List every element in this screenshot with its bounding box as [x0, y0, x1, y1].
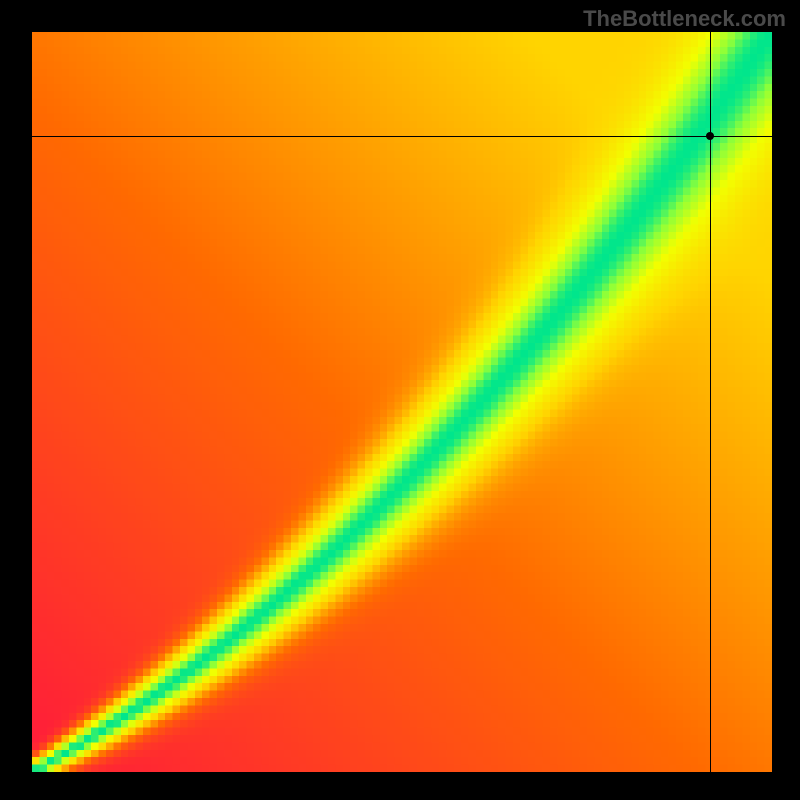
- watermark-text: TheBottleneck.com: [583, 6, 786, 32]
- plot-area: [32, 32, 772, 772]
- crosshair-horizontal: [32, 136, 772, 137]
- marker-dot: [706, 132, 714, 140]
- heatmap-canvas: [32, 32, 772, 772]
- crosshair-vertical: [710, 32, 711, 772]
- chart-container: TheBottleneck.com: [0, 0, 800, 800]
